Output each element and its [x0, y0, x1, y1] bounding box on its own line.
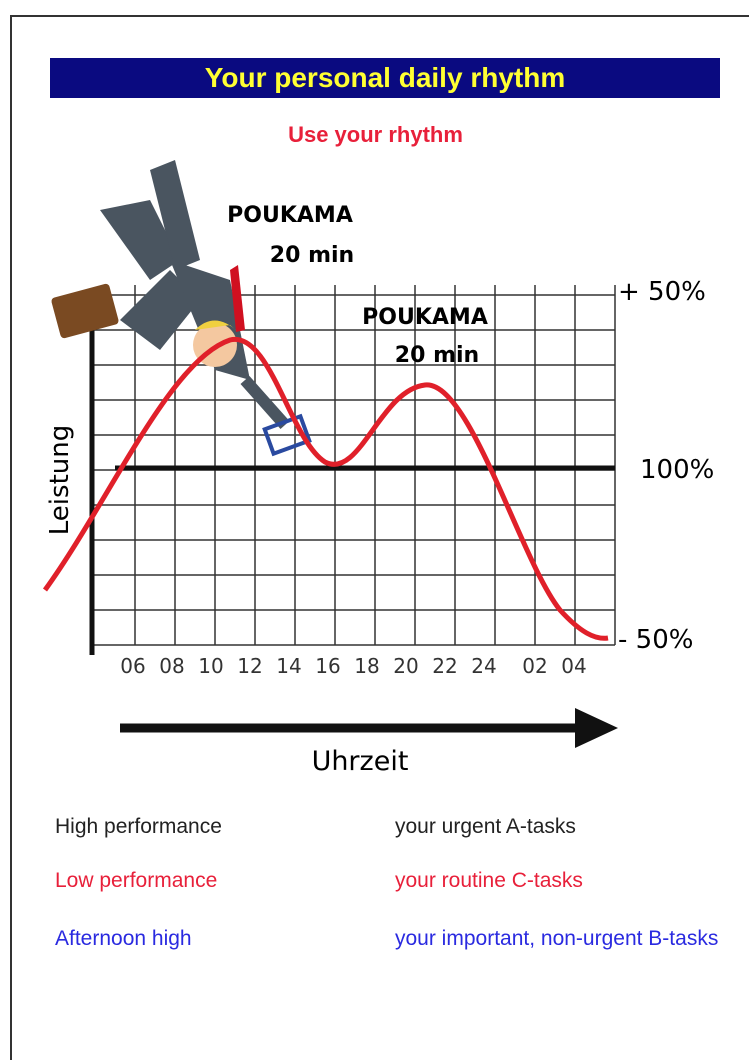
performance-curve [45, 339, 608, 638]
x-axis-title: Uhrzeit [312, 746, 409, 777]
x-tick-label: 20 [393, 654, 418, 678]
y-label: - 50% [618, 625, 693, 655]
y-label: 100% [640, 455, 714, 485]
annotation: POUKAMA [362, 305, 488, 330]
x-tick-label: 10 [198, 654, 223, 678]
legend-right: your important, non-urgent B-tasks [395, 927, 735, 951]
y-axis-title: Leistung [45, 425, 75, 535]
rhythm-chart: POUKAMA 20 min POUKAMA 20 min + 50% 100%… [0, 0, 751, 800]
y-label: + 50% [618, 277, 706, 307]
x-tick-label: 12 [237, 654, 262, 678]
x-tick-labels: 06 08 10 12 14 16 18 20 22 24 02 04 [120, 654, 586, 678]
x-tick-label: 18 [354, 654, 379, 678]
legend-left: Low performance [55, 869, 217, 893]
arrow-head [575, 708, 618, 748]
x-tick-label: 14 [276, 654, 301, 678]
grid [92, 285, 615, 645]
legend-right: your routine C-tasks [395, 869, 583, 893]
annotation: POUKAMA [227, 203, 353, 228]
x-tick-label: 04 [561, 654, 586, 678]
x-tick-label: 02 [522, 654, 547, 678]
legend-left: High performance [55, 815, 222, 839]
annotation: 20 min [270, 243, 354, 268]
x-tick-label: 24 [471, 654, 496, 678]
x-tick-label: 08 [159, 654, 184, 678]
legend-left: Afternoon high [55, 927, 192, 951]
annotation: 20 min [395, 343, 479, 368]
page: Your personal daily rhythm Use your rhyt… [0, 0, 751, 1062]
x-tick-label: 22 [432, 654, 457, 678]
legend-right: your urgent A-tasks [395, 815, 576, 839]
x-tick-label: 06 [120, 654, 145, 678]
x-tick-label: 16 [315, 654, 340, 678]
